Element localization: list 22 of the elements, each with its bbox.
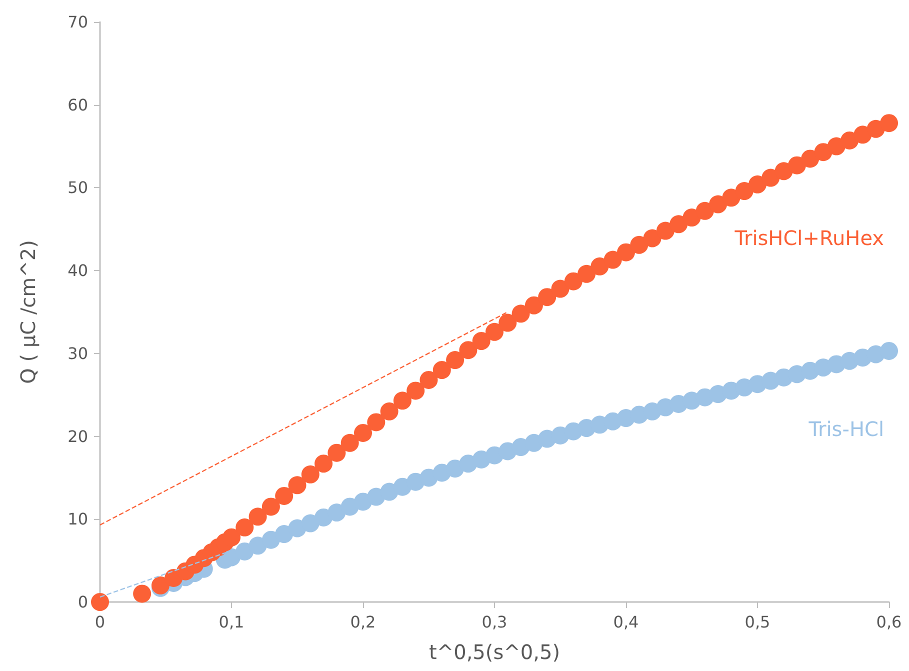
y-tick-label: 70 — [68, 12, 88, 32]
x-tick-label: 0,4 — [613, 612, 639, 632]
y-tick-label: 40 — [68, 261, 88, 280]
x-tick-label: 0,6 — [876, 612, 902, 632]
x-axis-title: t^0,5(s^0,5) — [429, 640, 560, 664]
series-label: TrisHCl+RuHex — [734, 226, 884, 250]
y-tick-label: 30 — [68, 344, 88, 363]
x-tick-label: 0,5 — [744, 612, 770, 632]
y-tick-label: 60 — [68, 95, 88, 114]
point — [880, 342, 898, 360]
y-tick-label: 20 — [68, 426, 88, 446]
x-tick-label: 0,1 — [218, 612, 244, 632]
y-tick-label: 0 — [78, 592, 88, 612]
x-tick-label: 0,2 — [350, 612, 376, 632]
y-axis-title: Q ( µC /cm^2) — [16, 240, 40, 384]
x-tick-label: 0 — [94, 612, 106, 632]
point — [236, 542, 254, 560]
point — [328, 504, 346, 522]
x-tick-label: 0,3 — [482, 612, 508, 632]
series-label: Tris-HCl — [808, 416, 884, 441]
y-tick-label: 50 — [68, 178, 88, 198]
y-tick-label: 10 — [68, 510, 88, 529]
